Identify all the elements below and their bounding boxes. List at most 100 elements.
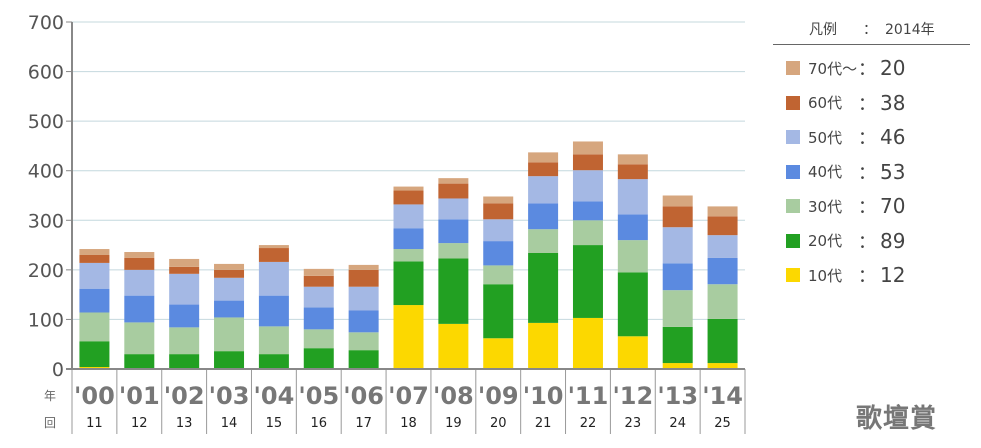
y-tick-label: 200: [28, 260, 64, 282]
row-label-round: 回: [44, 416, 56, 430]
x-round-label: 16: [310, 416, 327, 431]
x-year-label: '05: [298, 382, 339, 410]
bar-segment-10代-'14: [707, 363, 738, 369]
legend-colon: ：: [858, 197, 876, 219]
x-year-label: '01: [119, 382, 160, 410]
legend-item: 10代 ： 12: [773, 258, 970, 293]
bar-segment-10代-'08: [438, 323, 469, 369]
legend-value: 89: [880, 228, 906, 253]
bar-segment-50代-'13: [662, 227, 693, 264]
legend-swatch: [786, 61, 800, 76]
bar-segment-70代～-'01: [124, 252, 155, 258]
x-year-label: '07: [388, 382, 429, 410]
bar-segment-20代-'03: [214, 351, 245, 369]
legend-value: 53: [880, 159, 906, 184]
bar-segment-60代-'03: [214, 269, 245, 278]
bar-segment-20代-'10: [528, 253, 559, 323]
legend-swatch: [786, 130, 800, 145]
legend-item: 40代 ： 53: [773, 155, 970, 190]
bar-segment-60代-'12: [617, 164, 648, 180]
bar-segment-10代-'13: [662, 363, 693, 369]
x-round-label: 18: [400, 416, 417, 431]
bar-segment-30代-'11: [572, 220, 603, 246]
x-round-label: 13: [176, 416, 193, 431]
legend: 凡例 ： 2014年 70代～： 20 60代： 38 50代： 46 40代： 53 30代：…: [773, 14, 970, 293]
x-round-label: 12: [131, 416, 148, 431]
row-label-year: 年: [44, 389, 56, 403]
legend-colon: ：: [858, 128, 876, 150]
x-round-label: 21: [535, 416, 552, 431]
legend-label: 40代: [808, 163, 843, 182]
bar-segment-50代-'07: [393, 204, 424, 229]
bar-segment-50代-'05: [303, 286, 334, 308]
bar-segment-60代-'10: [528, 162, 559, 177]
bar-segment-30代-'03: [214, 317, 245, 352]
x-year-label: '02: [164, 382, 205, 410]
y-tick-label: 700: [28, 12, 64, 34]
legend-year: 2014年: [885, 22, 935, 38]
bar-segment-50代-'00: [79, 262, 110, 289]
bar-segment-50代-'12: [617, 179, 648, 215]
bar-segment-70代～-'06: [348, 264, 379, 270]
bar-segment-20代-'04: [258, 354, 289, 369]
bar-segment-40代-'13: [662, 263, 693, 291]
bar-segment-30代-'10: [528, 229, 559, 254]
bar-segment-70代～-'14: [707, 206, 738, 217]
legend-value: 12: [880, 263, 906, 288]
bar-segment-40代-'05: [303, 307, 334, 330]
x-round-label: 24: [669, 416, 686, 431]
bar-segment-50代-'11: [572, 170, 603, 202]
bar-segment-70代～-'08: [438, 178, 469, 184]
bar-segment-50代-'09: [483, 219, 514, 242]
bar-segment-40代-'09: [483, 241, 514, 266]
bar-segment-40代-'14: [707, 257, 738, 285]
bar-segment-20代-'11: [572, 245, 603, 318]
x-year-label: '06: [343, 382, 384, 410]
bar-segment-50代-'02: [169, 273, 200, 305]
legend-swatch: [786, 199, 800, 214]
bar-segment-30代-'06: [348, 332, 379, 351]
bar-segment-10代-'12: [617, 336, 648, 369]
bar-segment-50代-'06: [348, 286, 379, 311]
x-year-label: '00: [74, 382, 115, 410]
x-round-label: 22: [580, 416, 597, 431]
bar-segment-70代～-'02: [169, 258, 200, 267]
bar-segment-60代-'09: [483, 203, 514, 220]
legend-colon: ：: [858, 59, 876, 81]
bar-segment-20代-'05: [303, 348, 334, 369]
x-year-label: '13: [657, 382, 698, 410]
bar-segment-50代-'03: [214, 277, 245, 301]
bar-segment-50代-'01: [124, 269, 155, 296]
bar-segment-20代-'07: [393, 261, 424, 306]
bar-segment-60代-'07: [393, 190, 424, 205]
legend-colon: ：: [858, 93, 876, 115]
x-round-label: 23: [625, 416, 642, 431]
x-year-label: '03: [209, 382, 250, 410]
bar-segment-20代-'13: [662, 326, 693, 364]
y-tick-label: 500: [28, 111, 64, 133]
legend-value: 70: [880, 194, 906, 219]
bar-segment-20代-'09: [483, 284, 514, 339]
legend-value: 20: [880, 56, 906, 81]
x-year-label: '09: [478, 382, 519, 410]
legend-label: 60代: [808, 94, 843, 113]
bar-segment-40代-'06: [348, 310, 379, 333]
legend-colon: ：: [858, 162, 876, 184]
bar-segment-40代-'01: [124, 295, 155, 323]
bar-segment-70代～-'12: [617, 154, 648, 165]
bar-segment-20代-'01: [124, 354, 155, 369]
brand-logo: 歌壇賞: [856, 404, 938, 434]
legend-label: 50代: [808, 128, 843, 147]
bar-segment-30代-'12: [617, 240, 648, 273]
bar-segment-60代-'11: [572, 154, 603, 171]
bar-segment-40代-'08: [438, 219, 469, 244]
bar-segment-40代-'11: [572, 201, 603, 221]
bar-segment-30代-'14: [707, 284, 738, 319]
legend-label: 10代: [808, 266, 843, 285]
x-round-label: 19: [445, 416, 462, 431]
bar-segment-70代～-'13: [662, 195, 693, 207]
x-round-label: 17: [355, 416, 372, 431]
x-year-label: '08: [433, 382, 474, 410]
bar-segment-70代～-'04: [258, 245, 289, 249]
x-round-label: 15: [266, 416, 283, 431]
